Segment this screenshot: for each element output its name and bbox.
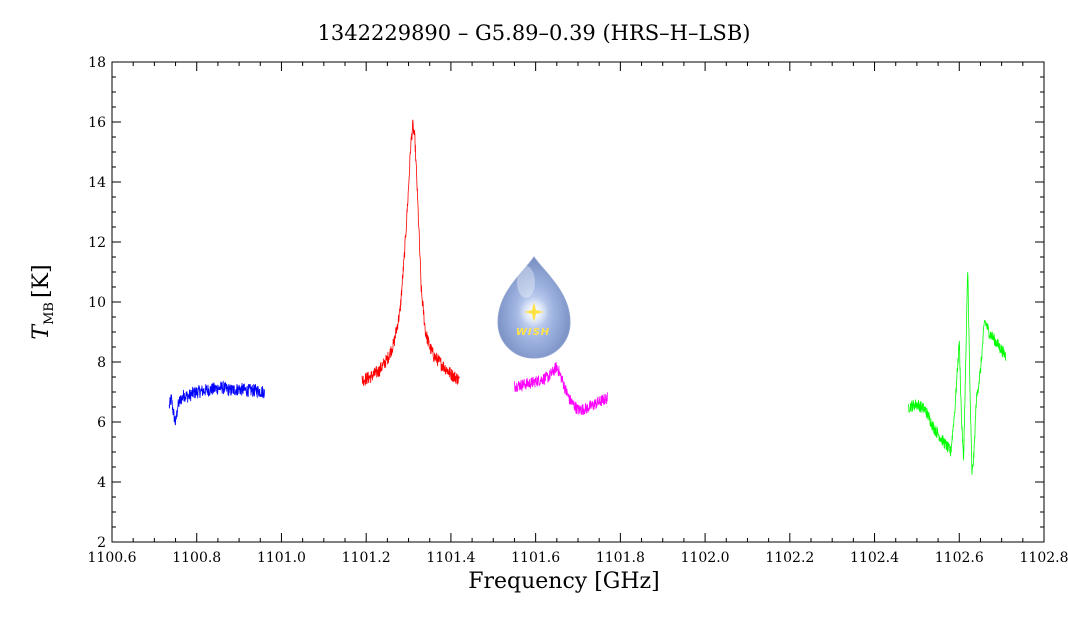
- ticks-layer: [111, 61, 1045, 543]
- y-tick-label: 6: [97, 415, 106, 431]
- y-tick-labels: 2 4 6 8 10 12 14 16 18: [88, 55, 106, 551]
- series-line-1: [168, 380, 265, 426]
- series-layer: [168, 119, 1007, 475]
- x-tick-label: 1100.8: [172, 550, 221, 566]
- star-icon: [524, 302, 544, 322]
- x-tick-label: 1102.8: [1020, 550, 1068, 566]
- x-tick-label: 1102.2: [765, 550, 814, 566]
- wish-droplet-logo: WISH: [497, 256, 571, 359]
- series-line-2: [361, 119, 460, 387]
- y-tick-label: 18: [88, 55, 106, 71]
- x-tick-labels: 1100.6 1100.8 1101.0 1101.2 1101.4 1101.6 1101…: [88, 550, 1068, 566]
- x-tick-label: 1102.0: [681, 550, 730, 566]
- y-tick-label: 8: [97, 355, 106, 371]
- y-tick-label: 12: [88, 235, 106, 251]
- y-axis-label: TMB [K]: [29, 264, 57, 339]
- axis-ticks: [111, 61, 1045, 543]
- y-tick-label: 4: [97, 475, 106, 491]
- series-line-3: [514, 362, 608, 415]
- y-axis-label-main: T: [29, 323, 54, 340]
- x-tick-label: 1101.8: [596, 550, 645, 566]
- x-tick-label: 1101.0: [257, 550, 306, 566]
- series-line-4: [908, 272, 1007, 475]
- x-tick-label: 1102.4: [850, 550, 899, 566]
- x-tick-label: 1101.2: [342, 550, 391, 566]
- wish-logo-text: WISH: [516, 327, 550, 338]
- y-tick-label: 14: [88, 175, 106, 191]
- plot-frame: [111, 61, 1045, 543]
- y-tick-label: 10: [88, 295, 106, 311]
- x-tick-label: 1102.6: [935, 550, 984, 566]
- droplet-highlight: [517, 266, 535, 298]
- y-axis-label-sub: MB: [42, 302, 57, 325]
- x-tick-label: 1101.4: [426, 550, 475, 566]
- chart-title: 1342229890 – G5.89–0.39 (HRS–H–LSB): [318, 21, 751, 45]
- x-tick-label: 1101.6: [511, 550, 560, 566]
- y-tick-label: 16: [88, 115, 106, 131]
- y-tick-label: 2: [97, 535, 106, 551]
- x-axis-label: Frequency [GHz]: [468, 569, 660, 594]
- x-tick-label: 1100.6: [88, 550, 137, 566]
- y-axis-label-unit: [K]: [29, 264, 54, 298]
